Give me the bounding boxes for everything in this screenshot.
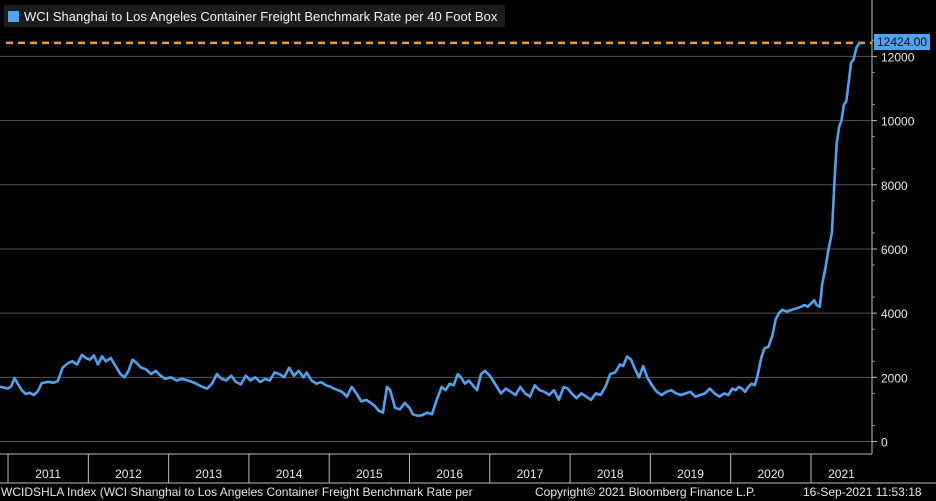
series-line: [0, 41, 862, 418]
x-tick-label: 2013: [195, 467, 222, 481]
y-tick-label: 4000: [881, 307, 908, 321]
y-tick-label: 8000: [881, 179, 908, 193]
last-value-badge: 12424.00: [874, 34, 931, 50]
y-axis: 0 2000 4000 6000 8000 10000 12000: [871, 0, 915, 454]
x-tick-label: 2014: [276, 467, 303, 481]
y-tick-label: 6000: [881, 243, 908, 257]
x-tick-label: 2015: [356, 467, 383, 481]
series-lines: [0, 41, 862, 418]
x-tick-label: 2021: [828, 467, 855, 481]
line-chart: 2011 2012 2013 2014 2015 2016 2017 2018 2019 2020…: [0, 0, 936, 484]
legend: WCI Shanghai to Los Angeles Container Fr…: [4, 5, 506, 27]
footer-index-description: WCIDSHLA Index (WCI Shanghai to Los Ange…: [1, 485, 473, 499]
x-axis: 2011 2012 2013 2014 2015 2016 2017 2018 2019 2020…: [0, 453, 936, 484]
grid-lines: [0, 55, 872, 442]
x-tick-label: 2020: [757, 467, 784, 481]
y-tick-label: 0: [881, 436, 888, 450]
x-tick-label: 2016: [436, 467, 463, 481]
y-tick-label: 12000: [881, 50, 915, 64]
x-tick-label: 2011: [35, 467, 61, 481]
x-tick-label: 2019: [677, 467, 704, 481]
legend-swatch: [8, 10, 19, 22]
footer-copyright: Copyright© 2021 Bloomberg Finance L.P.: [535, 485, 756, 499]
legend-label: WCI Shanghai to Los Angeles Container Fr…: [24, 8, 498, 24]
y-tick-label: 2000: [881, 371, 908, 385]
x-tick-label: 2012: [115, 467, 142, 481]
x-tick-label: 2018: [597, 467, 624, 481]
footer-timestamp: 16-Sep-2021 11:53:18: [803, 485, 922, 499]
y-tick-label: 10000: [881, 115, 915, 129]
x-tick-label: 2017: [517, 467, 544, 481]
footer: WCIDSHLA Index (WCI Shanghai to Los Ange…: [0, 484, 936, 501]
